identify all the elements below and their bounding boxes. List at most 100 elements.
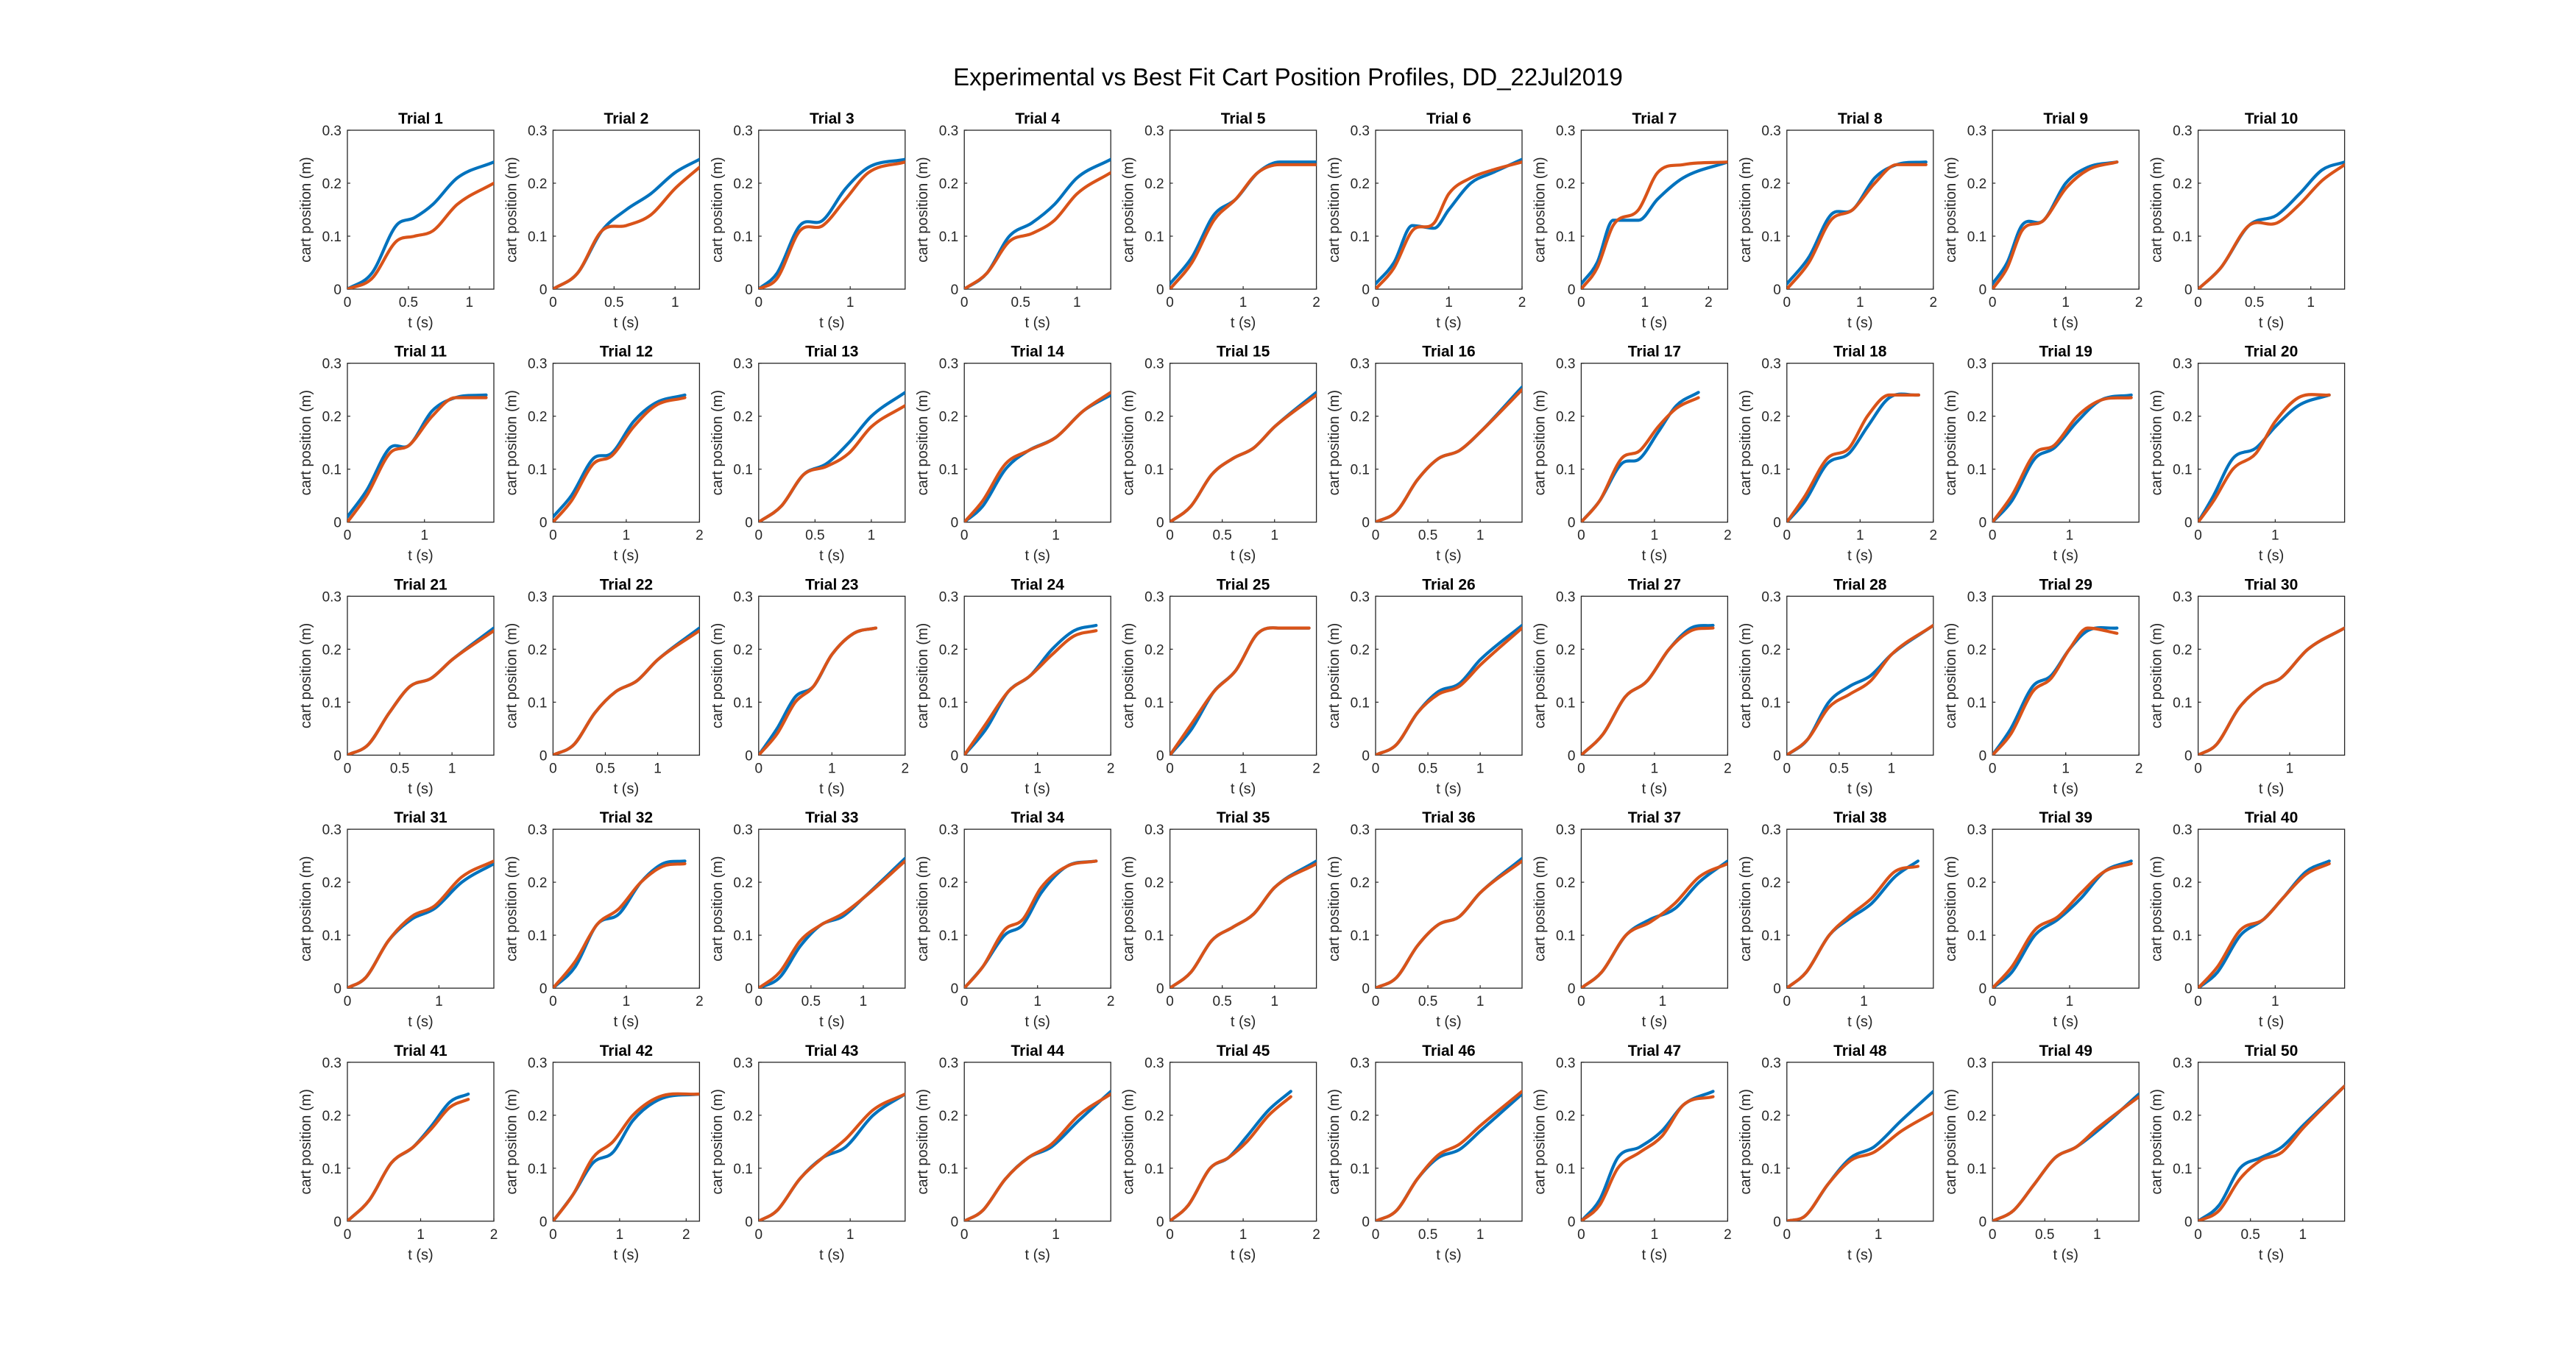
y-axis-label: cart position (m) <box>1738 1089 1754 1194</box>
series-line-experimental <box>2198 1084 2345 1221</box>
y-tick-label: 0.3 <box>1967 124 1986 139</box>
series-line-fit <box>758 859 905 989</box>
subplot-title: Trial 11 <box>394 344 447 361</box>
y-axis-label: cart position (m) <box>1532 623 1548 728</box>
x-axis-label: t (s) <box>614 1014 639 1030</box>
y-tick-label: 0.2 <box>2173 410 2192 425</box>
axes-box <box>2197 595 2346 756</box>
y-axis-label: cart position (m) <box>1532 856 1548 961</box>
series-line-fit <box>758 404 905 522</box>
y-axis-label: cart position (m) <box>2149 1089 2165 1194</box>
x-tick-label: 1 <box>860 994 868 1009</box>
y-tick-label: 0 <box>2184 516 2193 531</box>
y-tick-label: 0.2 <box>322 410 342 425</box>
axes-box <box>347 595 495 756</box>
y-tick-label: 0.2 <box>322 177 342 192</box>
y-tick-label: 0 <box>951 516 959 531</box>
y-tick-label: 0.3 <box>1351 124 1370 139</box>
y-axis-label: cart position (m) <box>503 1089 520 1194</box>
subplot-title: Trial 16 <box>1422 344 1475 361</box>
y-tick-label: 0.3 <box>1967 823 1986 838</box>
y-tick-label: 0 <box>1773 748 1781 764</box>
x-tick-label: 0.5 <box>2035 1227 2054 1243</box>
axes-box <box>1375 1062 1523 1222</box>
x-tick-label: 0.5 <box>604 295 623 310</box>
subplot-trial-12: 0 0.1 0.2 0.3 0 1 2 Trial 12 t (s) cart position … <box>503 344 703 564</box>
x-axis-label: t (s) <box>1847 781 1872 797</box>
x-tick-label: 1 <box>1856 295 1864 310</box>
y-tick-label: 0 <box>1362 283 1370 298</box>
y-tick-label: 0.3 <box>1556 357 1575 372</box>
x-tick-label: 1 <box>1052 528 1060 544</box>
x-tick-label: 1 <box>1476 528 1485 544</box>
x-tick-label: 0 <box>755 1227 763 1243</box>
y-tick-label: 0.1 <box>939 1162 958 1177</box>
subplot-trial-18: 0 0.1 0.2 0.3 0 1 2 Trial 18 t (s) cart position … <box>1738 344 1937 564</box>
subplot-trial-49: 0 0.1 0.2 0.3 0 0.5 1 Trial 49 t (s) cart positio… <box>1943 1043 2140 1263</box>
subplot-title: Trial 43 <box>805 1043 858 1059</box>
x-axis-label: t (s) <box>819 1014 844 1030</box>
series-line-fit <box>1376 1090 1522 1221</box>
y-tick-label: 0.2 <box>1144 876 1164 891</box>
subplot-title: Trial 49 <box>2039 1043 2092 1059</box>
y-axis-label: cart position (m) <box>1943 623 1959 728</box>
y-tick-label: 0.1 <box>1761 929 1780 944</box>
series-line-fit <box>553 396 687 522</box>
x-axis-label: t (s) <box>1025 1014 1050 1030</box>
x-tick-label: 1 <box>2062 295 2070 310</box>
y-axis-label: cart position (m) <box>298 623 314 728</box>
subplot-title: Trial 44 <box>1011 1043 1065 1059</box>
y-tick-label: 0.2 <box>528 177 547 192</box>
y-tick-label: 0.1 <box>1351 695 1370 711</box>
x-tick-label: 0.5 <box>1830 761 1849 776</box>
y-tick-label: 0.3 <box>733 1056 752 1071</box>
x-tick-label: 1 <box>1052 1227 1060 1243</box>
axes-box <box>347 129 495 290</box>
x-tick-label: 0 <box>1783 1227 1791 1243</box>
y-tick-label: 0.2 <box>939 177 958 192</box>
y-axis-label: cart position (m) <box>1326 390 1342 495</box>
y-axis-label: cart position (m) <box>1326 623 1342 728</box>
y-tick-label: 0 <box>333 516 342 531</box>
series-line-fit <box>758 1092 905 1221</box>
x-tick-label: 0.5 <box>1418 1227 1437 1243</box>
axes-box <box>1992 363 2140 523</box>
y-tick-label: 0.1 <box>1967 929 1986 944</box>
y-tick-label: 0.3 <box>1556 124 1575 139</box>
y-tick-label: 0.3 <box>1351 589 1370 605</box>
y-tick-label: 0.3 <box>322 823 342 838</box>
y-tick-label: 0.2 <box>1967 177 1986 192</box>
subplot-title: Trial 27 <box>1628 576 1681 593</box>
y-tick-label: 0.3 <box>733 823 752 838</box>
y-axis-label: cart position (m) <box>2149 157 2165 262</box>
x-tick-label: 2 <box>696 528 704 544</box>
y-tick-label: 0 <box>1362 981 1370 997</box>
y-tick-label: 0 <box>1362 748 1370 764</box>
y-tick-label: 0.3 <box>1144 124 1164 139</box>
y-tick-label: 0.3 <box>2173 589 2192 605</box>
x-tick-label: 2 <box>2135 761 2143 776</box>
y-tick-label: 0.3 <box>733 124 752 139</box>
y-tick-label: 0.1 <box>2173 929 2192 944</box>
y-tick-label: 0 <box>745 283 753 298</box>
x-tick-label: 0.5 <box>390 761 409 776</box>
subplot-trial-41: 0 0.1 0.2 0.3 0 1 2 Trial 41 t (s) cart position … <box>298 1043 498 1263</box>
subplot-title: Trial 50 <box>2245 1043 2298 1059</box>
x-tick-label: 0.5 <box>1212 528 1231 544</box>
x-tick-label: 1 <box>2271 528 2279 544</box>
subplot-trial-23: 0 0.1 0.2 0.3 0 1 2 Trial 23 t (s) cart position … <box>710 576 909 797</box>
subplot-title: Trial 7 <box>1632 110 1677 127</box>
x-tick-label: 1 <box>435 994 443 1009</box>
axes-box <box>1169 595 1317 756</box>
x-tick-label: 1 <box>1073 295 1081 310</box>
x-tick-label: 0 <box>960 295 969 310</box>
axes-box <box>758 363 906 523</box>
x-tick-label: 0 <box>960 761 969 776</box>
subplot-trial-13: 0 0.1 0.2 0.3 0 0.5 1 Trial 13 t (s) cart positio… <box>710 344 906 564</box>
x-axis-label: t (s) <box>2259 781 2284 797</box>
y-tick-label: 0.2 <box>2173 1109 2192 1124</box>
series-line-fit <box>758 160 905 289</box>
series-line-fit <box>1170 626 1311 756</box>
subplot-title: Trial 24 <box>1011 576 1065 593</box>
